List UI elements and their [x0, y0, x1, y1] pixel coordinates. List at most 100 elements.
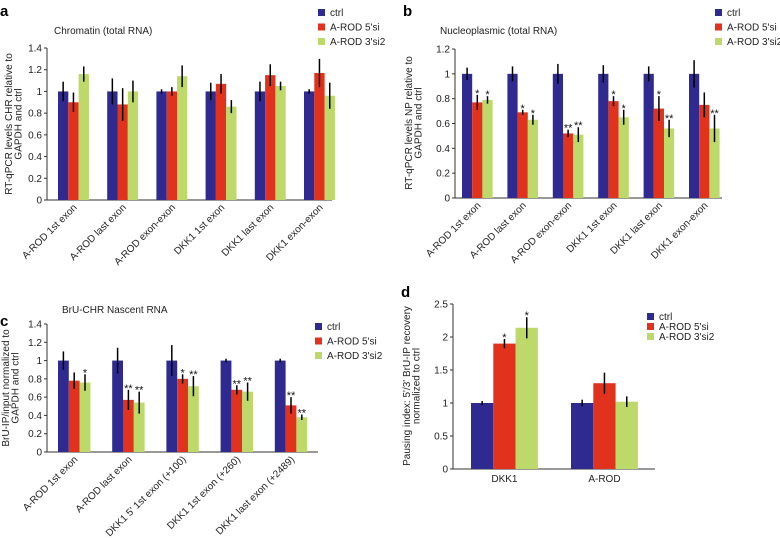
- y-tick-label: 1.2: [436, 45, 450, 56]
- legend-swatch: [318, 9, 325, 16]
- bar: [699, 104, 710, 198]
- significance-marker: **: [135, 385, 144, 397]
- significance-marker: **: [189, 369, 198, 381]
- y-tick-label: 2.5: [434, 300, 448, 311]
- bar: [324, 95, 335, 200]
- bar: [527, 119, 538, 198]
- y-tick-label: 0.6: [28, 130, 42, 141]
- bar: [573, 134, 584, 198]
- significance-marker: **: [564, 123, 573, 135]
- y-tick-label: 1: [36, 87, 42, 98]
- significance-marker: **: [287, 390, 296, 402]
- significance-marker: **: [710, 108, 719, 120]
- bar: [471, 403, 494, 469]
- y-tick-label: 0.4: [28, 152, 42, 163]
- legend-label: ctrl: [727, 8, 740, 19]
- y-tick-label: 1: [36, 356, 42, 367]
- bar: [563, 133, 574, 198]
- legend-label: A-ROD 3'si2: [330, 37, 386, 48]
- significance-marker: **: [298, 408, 307, 420]
- bar: [515, 327, 538, 469]
- x-tick-label: A-ROD 1st exon: [21, 454, 80, 513]
- significance-marker: *: [502, 332, 507, 344]
- y-tick-label: 0: [444, 194, 450, 205]
- y-tick-label: 0.2: [28, 174, 42, 185]
- y-tick-label: 1.2: [28, 65, 42, 76]
- bar: [133, 402, 145, 452]
- significance-marker: **: [243, 376, 252, 388]
- y-tick-label: 0.2: [28, 429, 42, 440]
- bar: [462, 73, 473, 198]
- legend-swatch: [315, 352, 322, 359]
- chart-title: Chromatin (total RNA): [54, 26, 152, 37]
- bar: [664, 128, 675, 198]
- legend-label: ctrl: [327, 322, 340, 333]
- y-tick-label: 1: [442, 399, 448, 410]
- panel-c: c BrU-CHR Nascent RNA BrU-IP/input normali…: [0, 305, 383, 538]
- legend-label: ctrl: [330, 8, 343, 19]
- legend-swatch: [318, 23, 325, 31]
- panel-label: b: [403, 3, 412, 20]
- y-tick-label: 2: [442, 333, 448, 344]
- significance-marker: *: [531, 108, 536, 120]
- x-tick-label: DKK1 last exon: [220, 202, 277, 259]
- bar: [78, 74, 89, 200]
- bar: [156, 91, 167, 200]
- significance-marker: *: [521, 103, 526, 115]
- bar: [493, 343, 516, 469]
- legend-swatch: [715, 23, 722, 31]
- y-tick-label: 0.8: [28, 109, 42, 120]
- bar: [79, 382, 91, 452]
- bar: [517, 112, 528, 198]
- bar: [254, 91, 266, 200]
- y-tick-label: 1.4: [28, 320, 42, 331]
- bar: [507, 73, 518, 198]
- chart-title: BrU-CHR Nascent RNA: [62, 305, 168, 316]
- significance-marker: *: [485, 89, 490, 101]
- legend-label: A-ROD 3'si2: [327, 351, 383, 362]
- y-axis-label: RT-qPCR levels CHR relative toGAPDH and …: [4, 53, 25, 195]
- bar: [177, 378, 188, 452]
- y-axis-label-line: GAPDH and ctrl: [11, 352, 22, 423]
- x-tick-label: DKK1 1st exon: [172, 202, 227, 257]
- bar: [68, 102, 79, 200]
- bar: [598, 73, 609, 198]
- y-tick-label: 0: [36, 196, 42, 207]
- bar: [107, 91, 118, 200]
- bar: [689, 73, 700, 198]
- legend-label: A-ROD 5'si: [727, 23, 777, 34]
- y-tick-label: 0.6: [436, 119, 450, 130]
- legend-label: A-ROD 5'si: [327, 337, 377, 348]
- bar: [112, 360, 123, 452]
- significance-marker: **: [233, 378, 242, 390]
- bar: [58, 360, 69, 452]
- y-tick-label: 0: [36, 448, 42, 459]
- bar: [482, 99, 493, 198]
- y-tick-label: 1.2: [28, 338, 42, 349]
- y-tick-label: 1.5: [434, 366, 448, 377]
- bar: [571, 403, 594, 469]
- y-tick-label: 0.5: [434, 432, 448, 443]
- bar: [593, 383, 616, 469]
- bar: [242, 391, 253, 452]
- y-axis-label: RT-qPCR levels NP relative toGAPDH and c…: [404, 56, 425, 190]
- bar: [615, 401, 638, 469]
- legend-label: ctrl: [659, 312, 672, 323]
- x-tick-label: A-ROD last exon: [74, 454, 135, 515]
- panel-label: d: [401, 284, 410, 301]
- significance-marker: *: [622, 103, 627, 115]
- bar: [205, 91, 216, 200]
- bar: [177, 76, 188, 200]
- bar: [275, 86, 286, 200]
- y-axis-label-line: BrU-IP/input normalized to: [1, 329, 12, 447]
- bar: [215, 83, 227, 200]
- bar: [653, 108, 664, 198]
- legend-label: A-ROD 3'si2: [727, 37, 780, 48]
- y-tick-label: 1: [444, 69, 450, 80]
- panel-d: d Pausing index: 5'/3' BrU-IP recoverynor…: [401, 284, 715, 485]
- legend-swatch: [647, 333, 654, 340]
- bar: [472, 102, 483, 198]
- y-tick-label: 0.2: [436, 169, 450, 180]
- legend-label: A-ROD 5'si: [330, 23, 380, 34]
- bar: [709, 128, 720, 198]
